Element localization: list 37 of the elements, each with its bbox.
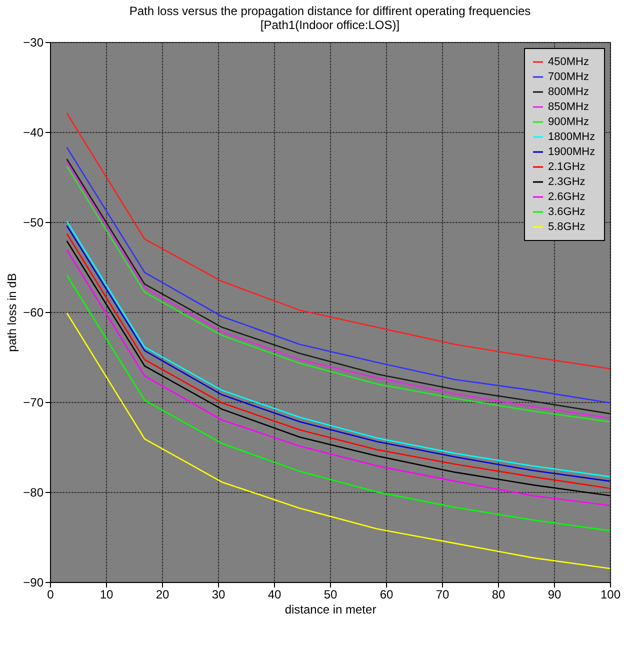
x-tick-label: 90 [548,588,562,602]
y-tick-label: −80 [23,486,44,500]
x-tick-label: 50 [324,588,338,602]
legend-label: 700MHz [548,71,589,83]
legend-label: 2.1GHz [548,161,586,173]
x-tick-label: 10 [100,588,114,602]
y-tick-label: −30 [23,36,44,50]
legend-label: 850MHz [548,101,589,113]
y-axis-title: path loss in dB [5,273,20,352]
legend-label: 450MHz [548,56,589,68]
legend-label: 5.8GHz [548,221,586,233]
x-tick-label: 100 [600,588,621,602]
x-tick-label: 40 [268,588,282,602]
x-tick-label: 70 [436,588,450,602]
x-tick-label: 20 [156,588,170,602]
x-tick-label: 60 [380,588,394,602]
line-series [66,274,610,532]
x-tick-label: 80 [492,588,506,602]
x-tick-label: 0 [47,588,54,602]
x-axis-title: distance in meter [284,602,376,616]
y-tick-label: −70 [23,396,44,410]
line-series [66,112,610,370]
x-tick-label: 30 [212,588,226,602]
y-tick-label: −50 [23,216,44,230]
chart-title: Path loss versus the propagation distance for diffirent operating frequencies [129,4,531,18]
y-tick-label: −90 [23,576,44,590]
legend-label: 900MHz [548,116,589,128]
legend-label: 3.6GHz [548,206,586,218]
legend-label: 1900MHz [548,146,596,158]
line-series [66,312,610,570]
chart-subtitle: [Path1(Indoor office:LOS)] [260,18,400,32]
y-tick-label: −40 [23,126,44,140]
legend-label: 2.3GHz [548,176,586,188]
legend-label: 1800MHz [548,131,596,143]
y-tick-label: −60 [23,306,44,320]
legend-label: 800MHz [548,86,589,98]
legend-label: 2.6GHz [548,191,586,203]
